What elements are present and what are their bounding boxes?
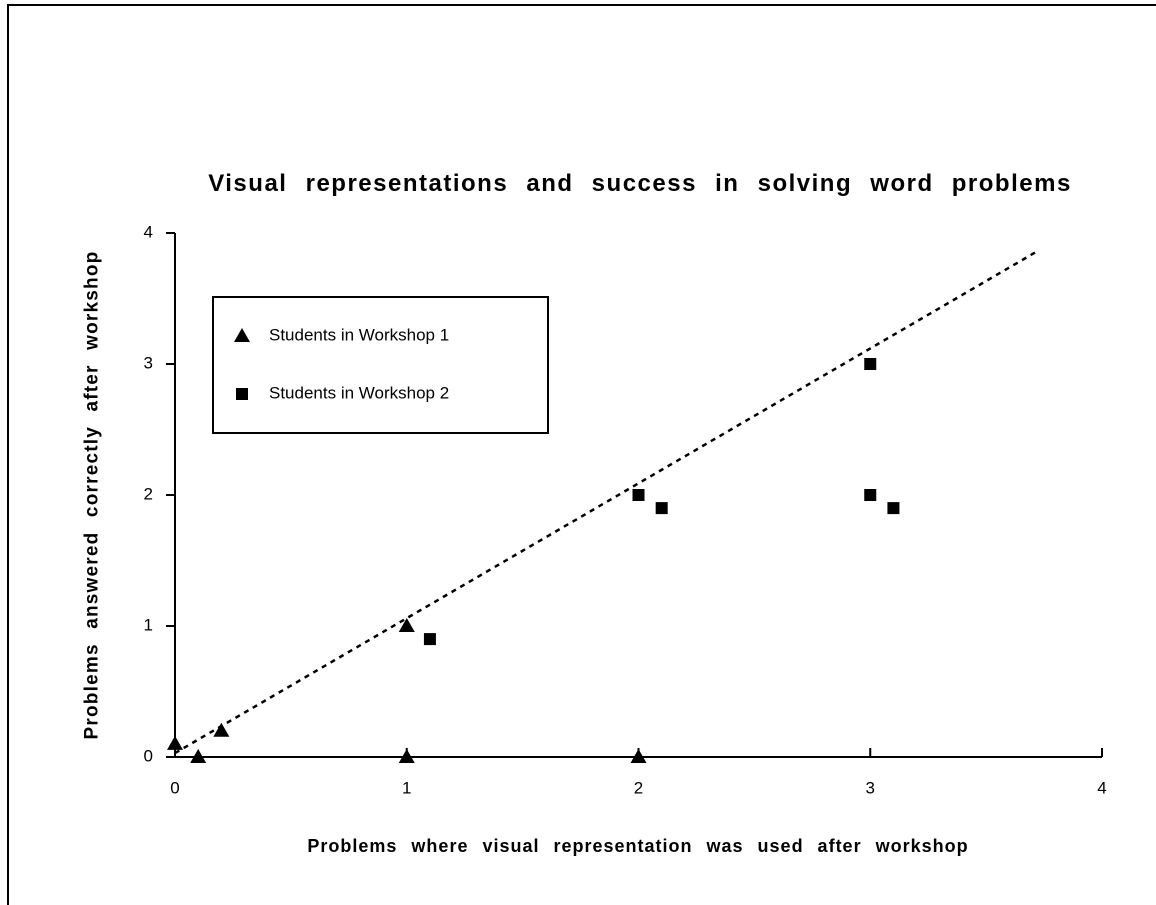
x-tick-label: 4 <box>1097 778 1106 797</box>
square-marker <box>887 502 900 515</box>
legend-label: Students in Workshop 2 <box>269 383 449 402</box>
triangle-marker <box>398 749 415 763</box>
triangle-marker <box>234 328 250 342</box>
frame <box>7 4 1156 905</box>
y-tick-label: 3 <box>144 353 153 372</box>
x-tick-label: 1 <box>402 778 411 797</box>
square-marker <box>632 489 645 501</box>
trend-line <box>174 250 1038 755</box>
square-marker <box>236 388 248 400</box>
y-tick-label: 4 <box>144 222 153 241</box>
y-tick-label: 0 <box>144 746 153 765</box>
triangle-marker <box>213 722 230 737</box>
square-marker <box>655 502 668 515</box>
square-marker <box>423 633 436 646</box>
legend-label: Students in Workshop 1 <box>269 325 449 344</box>
x-tick-label: 2 <box>634 778 643 797</box>
x-axis-label: Problems where visual representation was… <box>307 836 968 856</box>
x-tick-label: 3 <box>866 778 875 797</box>
x-tick-label: 0 <box>170 778 179 797</box>
y-tick-label: 2 <box>144 484 153 503</box>
triangle-marker <box>630 749 647 763</box>
triangle-marker <box>190 749 207 763</box>
chart-title: Visual representations and success in so… <box>208 170 1072 197</box>
square-marker <box>864 489 877 501</box>
y-tick-label: 1 <box>144 615 153 634</box>
legend-box <box>212 296 549 434</box>
square-marker <box>864 358 877 370</box>
y-axis-label: Problems answered correctly after worksh… <box>81 250 103 740</box>
triangle-marker <box>167 735 183 750</box>
triangle-marker <box>398 618 415 632</box>
